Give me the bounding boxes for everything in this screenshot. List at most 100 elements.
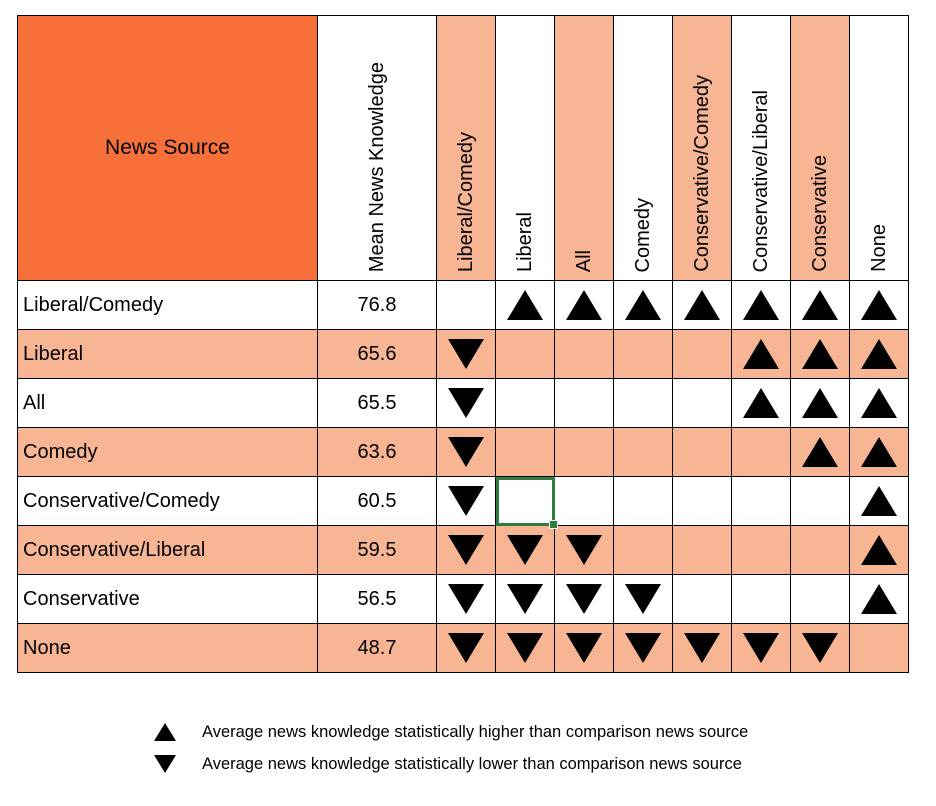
row-label[interactable]: Liberal [17, 329, 318, 379]
significance-down-cell[interactable] [436, 623, 496, 673]
empty-cell[interactable] [613, 525, 673, 575]
empty-cell[interactable] [672, 574, 732, 624]
corner-header[interactable]: News Source [17, 15, 318, 281]
empty-cell[interactable] [731, 525, 791, 575]
mean-value[interactable]: 59.5 [317, 525, 437, 575]
significance-down-cell[interactable] [436, 476, 496, 526]
empty-cell[interactable] [672, 427, 732, 477]
triangle-up-icon [802, 339, 838, 369]
empty-cell[interactable] [731, 574, 791, 624]
empty-cell[interactable] [731, 427, 791, 477]
triangle-up-icon [861, 535, 897, 565]
empty-cell[interactable] [672, 525, 732, 575]
empty-cell[interactable] [790, 574, 850, 624]
triangle-up-icon [861, 584, 897, 614]
significance-up-cell[interactable] [790, 280, 850, 330]
column-header[interactable]: None [849, 15, 909, 281]
significance-down-cell[interactable] [790, 623, 850, 673]
row-label[interactable]: Conservative [17, 574, 318, 624]
empty-cell[interactable] [554, 378, 614, 428]
empty-cell[interactable] [613, 476, 673, 526]
row-label[interactable]: Conservative/Liberal [17, 525, 318, 575]
row-label[interactable]: Liberal/Comedy [17, 280, 318, 330]
mean-value[interactable]: 76.8 [317, 280, 437, 330]
significance-up-cell[interactable] [731, 378, 791, 428]
significance-up-cell[interactable] [554, 280, 614, 330]
empty-cell[interactable] [731, 476, 791, 526]
column-header[interactable]: All [554, 15, 614, 281]
mean-header[interactable]: Mean News Knowledge [317, 15, 437, 281]
significance-down-cell[interactable] [554, 623, 614, 673]
mean-value[interactable]: 65.5 [317, 378, 437, 428]
significance-up-cell[interactable] [849, 525, 909, 575]
row-label[interactable]: Conservative/Comedy [17, 476, 318, 526]
column-header-label: None [868, 224, 890, 272]
empty-cell[interactable] [436, 280, 496, 330]
significance-down-cell[interactable] [495, 574, 555, 624]
significance-down-cell[interactable] [554, 525, 614, 575]
mean-value[interactable]: 63.6 [317, 427, 437, 477]
significance-up-cell[interactable] [731, 280, 791, 330]
significance-up-cell[interactable] [672, 280, 732, 330]
empty-cell[interactable] [672, 476, 732, 526]
fill-handle[interactable] [549, 520, 558, 529]
empty-cell[interactable] [790, 476, 850, 526]
significance-down-cell[interactable] [613, 623, 673, 673]
empty-cell[interactable] [495, 427, 555, 477]
significance-down-cell[interactable] [436, 378, 496, 428]
empty-cell[interactable] [554, 329, 614, 379]
significance-down-cell[interactable] [554, 574, 614, 624]
significance-down-cell[interactable] [731, 623, 791, 673]
mean-value[interactable]: 56.5 [317, 574, 437, 624]
significance-down-cell[interactable] [495, 623, 555, 673]
empty-cell[interactable] [495, 378, 555, 428]
significance-up-cell[interactable] [790, 378, 850, 428]
row-label[interactable]: All [17, 378, 318, 428]
empty-cell[interactable] [613, 329, 673, 379]
significance-down-cell[interactable] [436, 427, 496, 477]
significance-down-cell[interactable] [436, 574, 496, 624]
column-header-label: Liberal/Comedy [455, 131, 477, 272]
significance-up-cell[interactable] [790, 427, 850, 477]
empty-cell[interactable] [790, 525, 850, 575]
row-label[interactable]: None [17, 623, 318, 673]
column-header[interactable]: Conservative/Comedy [672, 15, 732, 281]
significance-down-cell[interactable] [436, 329, 496, 379]
column-header[interactable]: Liberal/Comedy [436, 15, 496, 281]
empty-cell[interactable] [554, 476, 614, 526]
significance-up-cell[interactable] [613, 280, 673, 330]
mean-value[interactable]: 48.7 [317, 623, 437, 673]
significance-up-cell[interactable] [849, 476, 909, 526]
empty-cell[interactable] [613, 378, 673, 428]
empty-cell[interactable] [495, 329, 555, 379]
significance-up-cell[interactable] [849, 329, 909, 379]
triangle-down-icon [448, 584, 484, 614]
empty-cell[interactable] [849, 623, 909, 673]
column-header[interactable]: Comedy [613, 15, 673, 281]
triangle-up-icon [625, 290, 661, 320]
empty-cell[interactable] [672, 378, 732, 428]
significance-up-cell[interactable] [849, 574, 909, 624]
triangle-up-icon [861, 437, 897, 467]
significance-down-cell[interactable] [436, 525, 496, 575]
significance-down-cell[interactable] [672, 623, 732, 673]
empty-cell[interactable] [672, 329, 732, 379]
significance-up-cell[interactable] [731, 329, 791, 379]
mean-value[interactable]: 60.5 [317, 476, 437, 526]
mean-value[interactable]: 65.6 [317, 329, 437, 379]
significance-up-cell[interactable] [849, 427, 909, 477]
empty-cell[interactable] [613, 427, 673, 477]
significance-up-cell[interactable] [790, 329, 850, 379]
column-header[interactable]: Liberal [495, 15, 555, 281]
significance-up-cell[interactable] [849, 378, 909, 428]
empty-cell[interactable] [554, 427, 614, 477]
row-label[interactable]: Comedy [17, 427, 318, 477]
significance-up-cell[interactable] [495, 280, 555, 330]
significance-down-cell[interactable] [613, 574, 673, 624]
triangle-down-icon [448, 486, 484, 516]
significance-down-cell[interactable] [495, 525, 555, 575]
selected-cell[interactable] [495, 476, 558, 529]
column-header[interactable]: Conservative [790, 15, 850, 281]
significance-up-cell[interactable] [849, 280, 909, 330]
column-header[interactable]: Conservative/Liberal [731, 15, 791, 281]
